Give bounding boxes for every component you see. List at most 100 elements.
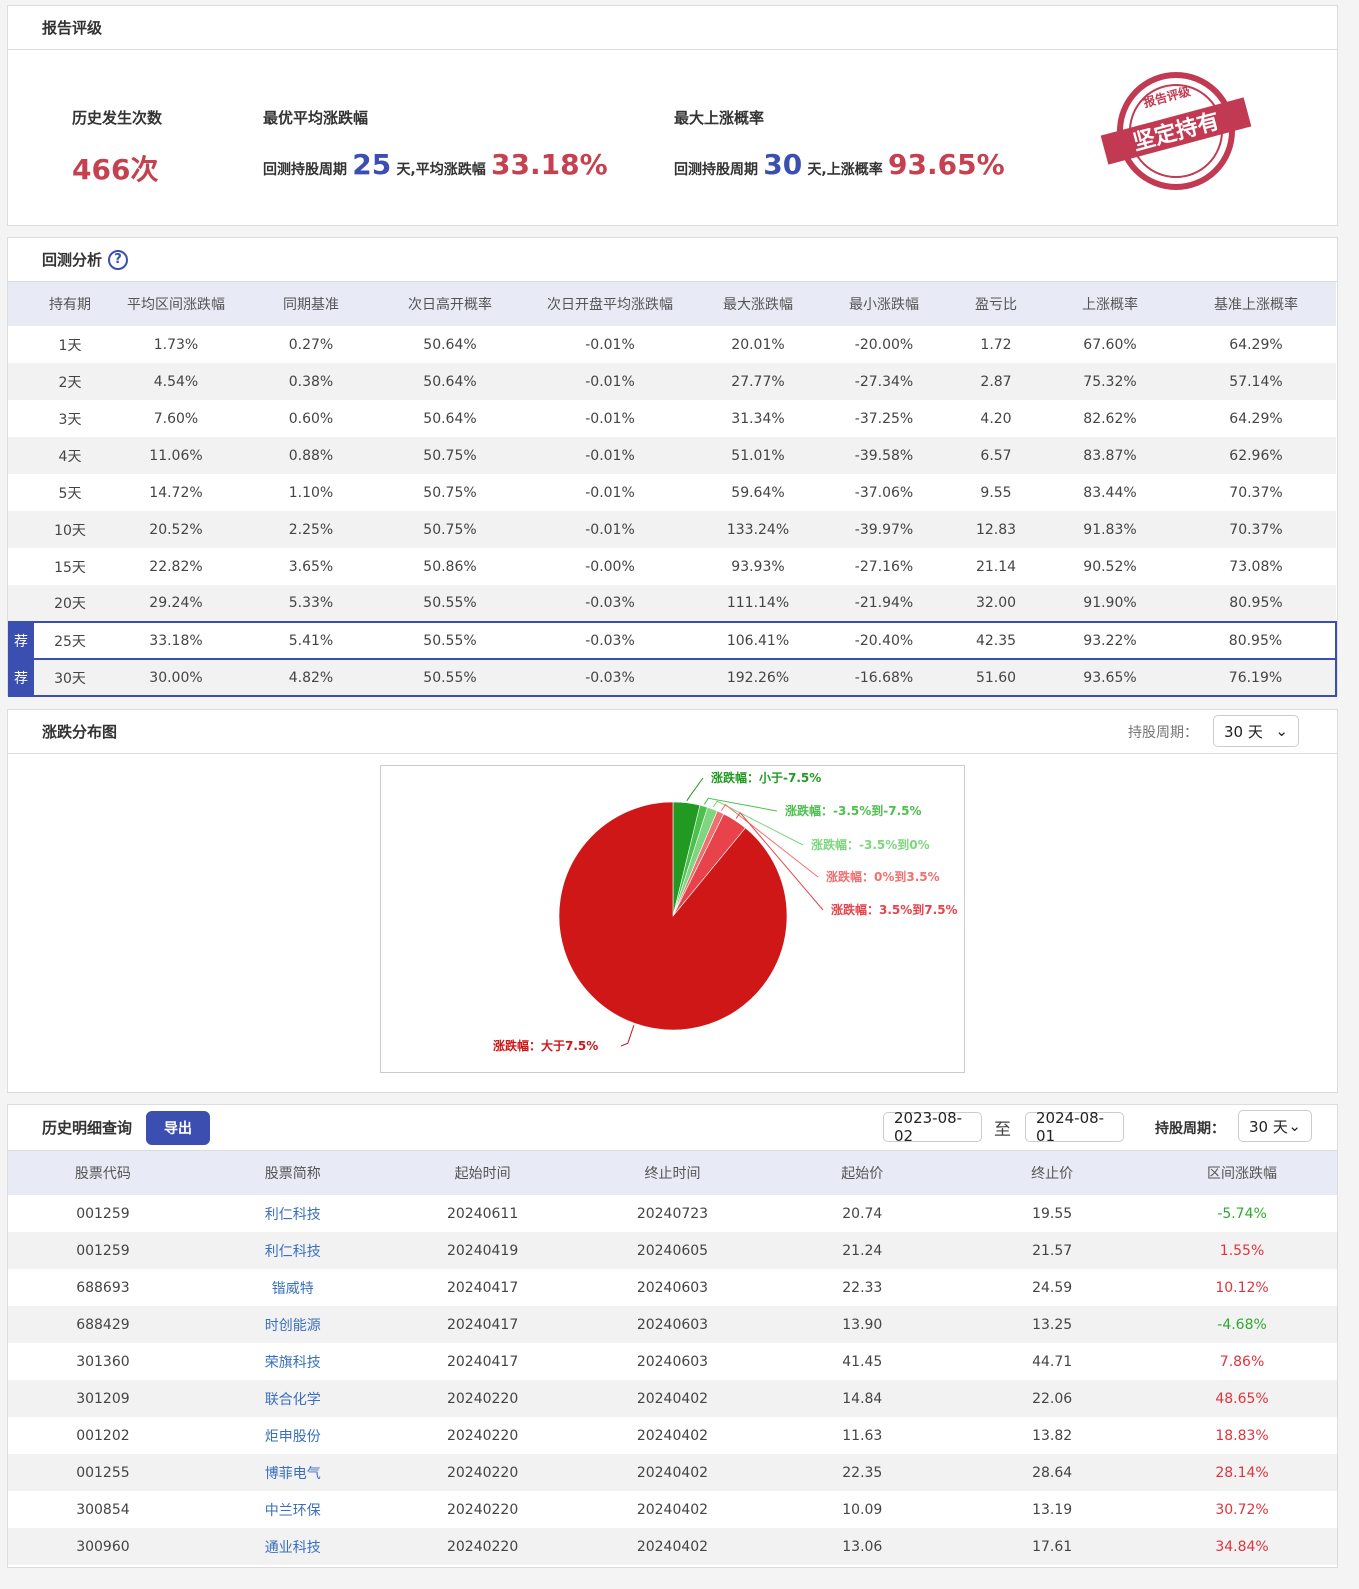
table-cell: 41.45	[842, 1353, 883, 1370]
column-header: 次日高开概率	[376, 282, 524, 326]
period-select[interactable]: 30 天 ⌄	[1213, 715, 1299, 747]
stock-name-link[interactable]: 荣旗科技	[264, 1354, 321, 1371]
pie-chart: 涨跌幅：小于-7.5% 涨跌幅：-3.5%到-7.5% 涨跌幅：-3.5%到0% 涨跌…	[380, 765, 965, 1073]
table-cell: 22.82%	[149, 558, 203, 575]
pie-label: 涨跌幅：大于7.5%	[493, 1038, 598, 1053]
table-row[interactable]: 15天 22.82% 3.65% 50.86% -0.00% 93.93% -27.16% 2…	[8, 548, 1336, 585]
badge-cell	[8, 474, 34, 511]
table-row[interactable]: 001202 炬申股份 20240220 20240402 11.63 13.82 18.8…	[8, 1417, 1337, 1454]
stock-name-link[interactable]: 锴威特	[271, 1280, 314, 1297]
table-cell: 13.90	[767, 1306, 958, 1343]
stock-name-link[interactable]: 联合化学	[197, 1380, 388, 1417]
table-row[interactable]: 301360 荣旗科技 20240417 20240603 41.45 44.71 7.86…	[8, 1343, 1337, 1380]
change-cell: 34.84%	[1147, 1528, 1337, 1565]
pie-slice[interactable]	[558, 801, 788, 1031]
table-cell: 10.09	[842, 1501, 883, 1518]
stock-name-link[interactable]: 通业科技	[197, 1528, 388, 1565]
recommended-badge: 荐	[8, 658, 34, 697]
badge-col-header	[8, 282, 34, 326]
table-row[interactable]: 300960 通业科技 20240220 20240402 13.06 17.61 34.8…	[8, 1528, 1337, 1565]
prob-days: 30	[763, 148, 803, 181]
end-date-input[interactable]: 2024-08-01	[1025, 1109, 1124, 1145]
column-header: 终止时间	[577, 1151, 768, 1195]
table-row[interactable]: 4天 11.06% 0.88% 50.75% -0.01% 51.01% -39.58% 6.…	[8, 437, 1336, 474]
stock-name-link[interactable]: 炬申股份	[264, 1428, 321, 1445]
table-cell: 50.55%	[376, 621, 524, 660]
table-cell: 20240220	[446, 1501, 519, 1518]
table-row[interactable]: 688693 锴威特 20240417 20240603 22.33 24.59 10.12…	[8, 1269, 1337, 1306]
table-cell: 50.64%	[376, 363, 524, 400]
pie-label: 涨跌幅：-3.5%到-7.5%	[785, 803, 922, 818]
table-cell: 5.33%	[246, 585, 376, 622]
table-cell: 20240220	[446, 1427, 519, 1444]
change-cell: 28.14%	[1147, 1454, 1337, 1491]
table-cell: 5.41%	[246, 621, 376, 660]
table-row[interactable]: 001255 博菲电气 20240220 20240402 22.35 28.64 28.1…	[8, 1454, 1337, 1491]
table-cell: 50.75%	[423, 484, 477, 501]
date-separator: 至	[994, 1120, 1011, 1140]
stock-name-link[interactable]: 利仁科技	[197, 1232, 388, 1269]
table-row[interactable]: 001259 利仁科技 20240419 20240605 21.24 21.57 1.55…	[8, 1232, 1337, 1269]
prob-prefix: 回测持股周期	[674, 162, 758, 178]
table-cell: 13.19	[1032, 1501, 1073, 1518]
table-row[interactable]: 301209 联合化学 20240220 20240402 14.84 22.06 48.6…	[8, 1380, 1337, 1417]
table-row[interactable]: 荐 30天 30.00% 4.82% 50.55% -0.03% 192.26% -16.68…	[8, 658, 1337, 697]
history-period-select[interactable]: 30 天 ⌄	[1238, 1110, 1312, 1142]
table-row[interactable]: 001259 利仁科技 20240611 20240723 20.74 19.55 -5.7…	[8, 1195, 1337, 1232]
table-cell: 83.44%	[1083, 484, 1137, 501]
table-cell: 32.00	[948, 585, 1044, 622]
table-cell: 21.24	[767, 1232, 958, 1269]
table-row[interactable]: 688429 时创能源 20240417 20240603 13.90 13.25 -4.6…	[8, 1306, 1337, 1343]
table-cell: 7.60%	[153, 410, 199, 427]
table-cell: 20.74	[842, 1205, 883, 1222]
prob-mid: 天,上涨概率	[807, 162, 883, 178]
pie-leader-line	[686, 777, 704, 802]
column-header: 区间涨跌幅	[1147, 1151, 1337, 1195]
stock-name-link[interactable]: 博菲电气	[197, 1454, 388, 1491]
table-row[interactable]: 2天 4.54% 0.38% 50.64% -0.01% 27.77% -27.34% 2.8…	[8, 363, 1336, 400]
table-cell: 82.62%	[1083, 410, 1137, 427]
history-table: 股票代码 股票简称 起始时间 终止时间 起始价 终止价 区间涨跌幅 001259 利仁科技 202…	[8, 1151, 1337, 1565]
change-cell: -5.74%	[1217, 1205, 1267, 1222]
table-row[interactable]: 1天 1.73% 0.27% 50.64% -0.01% 20.01% -20.00% 1.7…	[8, 326, 1336, 363]
column-header: 股票代码	[8, 1151, 198, 1195]
table-cell: 13.25	[957, 1306, 1148, 1343]
table-cell: 2.87	[948, 363, 1044, 400]
best-avg-line: 回测持股周期 25 天,平均涨跌幅 33.18%	[263, 148, 608, 181]
table-cell: -37.06%	[854, 484, 914, 501]
table-cell: -20.40%	[820, 621, 948, 660]
table-row[interactable]: 5天 14.72% 1.10% 50.75% -0.01% 59.64% -37.06% 9.…	[8, 474, 1336, 511]
table-row[interactable]: 10天 20.52% 2.25% 50.75% -0.01% 133.24% -39.97%…	[8, 511, 1336, 548]
table-cell: 133.24%	[696, 511, 820, 548]
table-cell: 10天	[34, 511, 106, 548]
table-row[interactable]: 3天 7.60% 0.60% 50.64% -0.01% 31.34% -37.25% 4.2…	[8, 400, 1336, 437]
table-cell: -0.01%	[585, 410, 635, 427]
table-cell: 70.37%	[1229, 484, 1283, 501]
table-cell: 20240611	[446, 1205, 519, 1222]
column-header: 起始价	[767, 1151, 958, 1195]
table-cell: -0.01%	[524, 363, 696, 400]
table-row[interactable]: 荐 25天 33.18% 5.41% 50.55% -0.03% 106.41% -20.40…	[8, 621, 1337, 660]
badge-cell	[8, 585, 34, 622]
start-date-input[interactable]: 2023-08-02	[883, 1109, 982, 1145]
table-cell: 22.35	[767, 1454, 958, 1491]
table-cell: 50.55%	[376, 585, 524, 622]
change-cell: 10.12%	[1215, 1279, 1269, 1296]
history-title: 历史明细查询	[42, 1119, 133, 1137]
table-cell: -27.16%	[854, 558, 914, 575]
table-cell: 42.35	[948, 621, 1044, 660]
badge-cell	[8, 363, 34, 400]
table-row[interactable]: 300854 中兰环保 20240220 20240402 10.09 13.19 30.7…	[8, 1491, 1337, 1528]
table-row[interactable]: 20天 29.24% 5.33% 50.55% -0.03% 111.14% -21.94%…	[8, 585, 1336, 622]
svg-text:报告评级: 报告评级	[1142, 83, 1192, 110]
change-cell: 30.72%	[1215, 1501, 1269, 1518]
export-button[interactable]: 导出	[146, 1110, 211, 1145]
stock-name-link[interactable]: 时创能源	[197, 1306, 388, 1343]
pie-label: 涨跌幅：3.5%到7.5%	[831, 902, 958, 917]
recommended-badge: 荐	[8, 621, 34, 660]
help-icon[interactable]: ?	[108, 249, 129, 270]
table-cell: 4.20	[980, 410, 1012, 427]
table-cell: 76.19%	[1176, 658, 1337, 697]
stock-name-link[interactable]: 中兰环保	[264, 1502, 321, 1519]
stock-name-link[interactable]: 利仁科技	[264, 1206, 321, 1223]
